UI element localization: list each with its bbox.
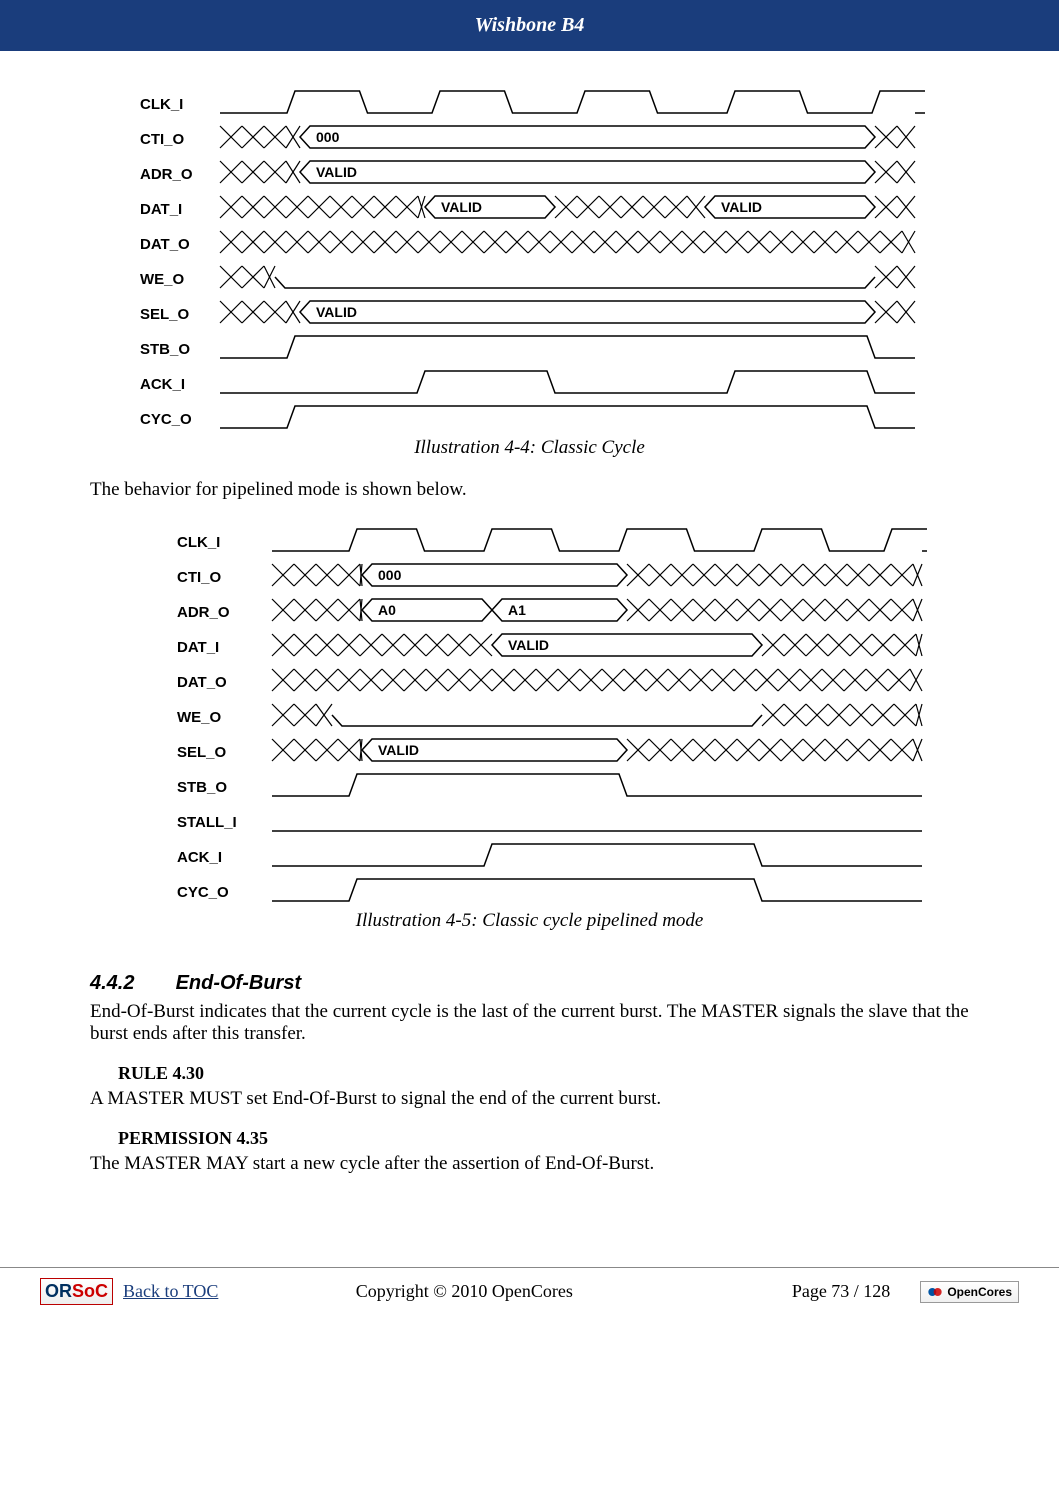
svg-text:DAT_I: DAT_I <box>177 639 219 656</box>
svg-text:SEL_O: SEL_O <box>177 744 227 761</box>
header-title: Wishbone B4 <box>475 14 585 36</box>
svg-text:A1: A1 <box>508 602 526 618</box>
diagram-2-caption: Illustration 4-5: Classic cycle pipeline… <box>90 910 969 932</box>
orsoc-logo: ORSoC <box>40 1278 113 1305</box>
timing-diagram: CLK_I CTI_O 000 ADR_O A0 A1 DAT_I VALID DAT_O WE_… <box>172 519 927 904</box>
page-number: Page 73 / 128 <box>710 1281 890 1302</box>
svg-text:000: 000 <box>378 567 402 583</box>
svg-text:DAT_I: DAT_I <box>140 201 182 218</box>
svg-text:CYC_O: CYC_O <box>140 411 192 428</box>
section-heading: 4.4.2 End-Of-Burst <box>90 972 969 995</box>
svg-text:WE_O: WE_O <box>140 271 185 288</box>
svg-text:VALID: VALID <box>316 304 357 320</box>
page-footer: ORSoC Back to TOC Copyright © 2010 OpenC… <box>0 1267 1059 1321</box>
rule-text: A MASTER MUST set End-Of-Burst to signal… <box>90 1088 969 1110</box>
svg-text:ACK_I: ACK_I <box>140 376 185 393</box>
section-title: End-Of-Burst <box>176 972 302 994</box>
svg-text:DAT_O: DAT_O <box>177 674 227 691</box>
svg-text:A0: A0 <box>378 602 396 618</box>
svg-text:WE_O: WE_O <box>177 709 222 726</box>
svg-text:VALID: VALID <box>508 637 549 653</box>
section-intro: End-Of-Burst indicates that the current … <box>90 1001 969 1045</box>
svg-text:CYC_O: CYC_O <box>177 884 229 901</box>
svg-text:SEL_O: SEL_O <box>140 306 190 323</box>
copyright-text: Copyright © 2010 OpenCores <box>218 1281 710 1302</box>
permission-label: PERMISSION 4.35 <box>118 1128 969 1149</box>
rule-label: RULE 4.30 <box>118 1063 969 1084</box>
page-header: Wishbone B4 <box>0 0 1059 51</box>
opencores-logo: OpenCores <box>920 1281 1019 1303</box>
svg-text:CTI_O: CTI_O <box>177 569 222 586</box>
svg-text:ACK_I: ACK_I <box>177 849 222 866</box>
svg-text:ADR_O: ADR_O <box>177 604 230 621</box>
opencores-icon <box>927 1284 943 1300</box>
timing-diagram-2-container: CLK_I CTI_O 000 ADR_O A0 A1 DAT_I VALID DAT_O WE_… <box>90 519 969 904</box>
page-content: CLK_I CTI_O 000 ADR_O VALID DAT_I VALID VALID DA… <box>0 51 1059 1207</box>
svg-text:DAT_O: DAT_O <box>140 236 190 253</box>
section-number: 4.4.2 <box>90 972 170 995</box>
svg-text:CTI_O: CTI_O <box>140 131 185 148</box>
back-to-toc-link[interactable]: Back to TOC <box>123 1281 218 1302</box>
svg-text:VALID: VALID <box>378 742 419 758</box>
svg-text:VALID: VALID <box>721 199 762 215</box>
svg-text:VALID: VALID <box>441 199 482 215</box>
diagram-1-caption: Illustration 4-4: Classic Cycle <box>90 437 969 459</box>
permission-text: The MASTER MAY start a new cycle after t… <box>90 1153 969 1175</box>
svg-text:000: 000 <box>316 129 340 145</box>
svg-text:ADR_O: ADR_O <box>140 166 193 183</box>
svg-text:VALID: VALID <box>316 164 357 180</box>
timing-diagram: CLK_I CTI_O 000 ADR_O VALID DAT_I VALID VALID DA… <box>135 81 925 431</box>
timing-diagram-1-container: CLK_I CTI_O 000 ADR_O VALID DAT_I VALID VALID DA… <box>90 81 969 431</box>
svg-text:STB_O: STB_O <box>177 779 227 796</box>
paragraph-pipelined-intro: The behavior for pipelined mode is shown… <box>90 479 969 501</box>
svg-text:STB_O: STB_O <box>140 341 190 358</box>
svg-text:CLK_I: CLK_I <box>140 96 183 113</box>
svg-text:CLK_I: CLK_I <box>177 534 220 551</box>
svg-text:STALL_I: STALL_I <box>177 814 237 831</box>
